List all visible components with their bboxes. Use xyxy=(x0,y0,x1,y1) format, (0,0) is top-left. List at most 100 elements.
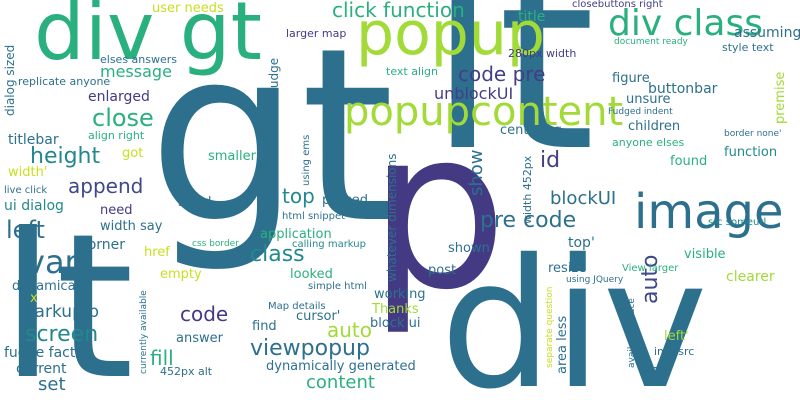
word-screen: screen xyxy=(25,322,99,347)
word-looked: looked xyxy=(290,267,333,282)
word-align-right: align right xyxy=(88,129,145,142)
word-map-details: Map details xyxy=(268,301,326,312)
word-using-ems: using ems xyxy=(301,134,312,186)
word-unblockui: unblockUI xyxy=(434,84,514,103)
word-lt-top: lt xyxy=(428,0,596,206)
word-closebuttons-right: closebuttons right xyxy=(572,0,663,10)
word-dynamically: dynamically xyxy=(12,279,91,294)
word-buttonbar: buttonbar xyxy=(648,81,718,97)
word-whatever-dimensions: whatever dimensions xyxy=(385,153,399,282)
word-document-ready: document ready xyxy=(614,37,688,47)
word-currently-available: currently available xyxy=(139,290,149,374)
word-close: close xyxy=(92,104,154,132)
word-find: find xyxy=(252,319,277,334)
word-cursor: cursor' xyxy=(296,309,341,324)
word-code: code xyxy=(180,302,229,326)
word-280px-width: 280px width xyxy=(508,47,577,60)
word-div-gt: div gt xyxy=(34,0,262,78)
word-view-larger: View larger xyxy=(622,263,679,274)
word-calling-markup: calling markup xyxy=(292,239,366,250)
word-sized: sized xyxy=(178,195,212,210)
word-href: href xyxy=(144,245,170,260)
word-html-snippet: html snippet xyxy=(282,211,346,222)
word-got: got xyxy=(122,146,144,161)
word-img-src: img src xyxy=(654,345,695,358)
word-dynamically-generated: dynamically generated xyxy=(266,359,416,374)
word-available-space: available space xyxy=(627,298,637,368)
word-lt-bottom: lt xyxy=(0,191,134,400)
word-left: left xyxy=(6,216,45,244)
word-visible: visible xyxy=(684,247,726,262)
word-using-jquery: using JQuery xyxy=(566,275,624,285)
word-passed: passed xyxy=(322,193,369,208)
word-elses-answers: elses answers xyxy=(100,53,178,66)
word-enlarged: enlarged xyxy=(88,89,150,105)
word-css: css xyxy=(644,363,667,379)
word-left-quote: left' xyxy=(664,329,689,344)
word-div: div xyxy=(440,221,708,400)
word-image: image xyxy=(634,184,784,240)
word-css-border: css border xyxy=(192,239,239,249)
word-resize: resize xyxy=(548,261,587,276)
word-need: need xyxy=(100,203,133,218)
word-markup-p: markup p xyxy=(18,302,100,322)
word-simple-html: simple html xyxy=(308,281,367,292)
word-fudge-factor: fudge factor xyxy=(4,345,90,361)
word-post: post xyxy=(428,263,457,278)
word-append: append xyxy=(68,174,144,198)
word-pre-code: pre code xyxy=(480,208,577,233)
word-src-someurl: src someurl xyxy=(708,217,767,228)
word-x: x xyxy=(30,291,38,306)
word-width-452px: width 452px xyxy=(521,155,534,224)
word-blockui: blockUI xyxy=(550,188,617,209)
word-auto-green: auto xyxy=(327,318,373,342)
word-popupcontent: popupcontent xyxy=(344,89,624,135)
word-empty: empty xyxy=(160,267,202,282)
word-user-needs: user needs xyxy=(152,1,224,16)
word-452px-alt: 452px alt xyxy=(160,365,213,378)
word-working: working xyxy=(374,287,426,302)
word-width-say: width say xyxy=(100,219,163,234)
word-fill: fill xyxy=(150,346,174,370)
word-live-click: live click xyxy=(4,185,48,196)
word-style-text: style text xyxy=(722,41,774,54)
word-border-none: border none' xyxy=(724,129,782,139)
word-centering: centering xyxy=(500,123,562,138)
word-shown: shown xyxy=(448,241,490,256)
word-premise: premise xyxy=(773,71,788,124)
word-popup: popup xyxy=(356,0,545,69)
word-ui-dialog: ui dialog xyxy=(4,198,64,214)
word-text-align: text align xyxy=(386,65,439,78)
word-click-function: click function xyxy=(332,0,465,22)
word-fudged-indent: Fudged indent xyxy=(608,107,673,117)
word-viewpopup: viewpopup xyxy=(250,336,370,361)
word-corner: corner xyxy=(80,237,126,253)
word-area-less: area less xyxy=(555,315,570,374)
word-width-quote: width' xyxy=(8,165,48,180)
word-larger-map: larger map xyxy=(286,27,347,40)
word-id: id xyxy=(540,148,561,173)
word-gt: gt xyxy=(148,0,395,276)
word-code-pre: code pre xyxy=(458,62,546,86)
word-height: height xyxy=(30,144,101,169)
word-title: title xyxy=(518,9,546,25)
word-message: message xyxy=(100,62,172,81)
word-current: current xyxy=(16,361,67,377)
word-unsure: unsure xyxy=(626,92,671,107)
word-figure: figure xyxy=(612,71,650,86)
word-answer: answer xyxy=(176,331,223,346)
word-application: application xyxy=(260,227,332,242)
word-thanks: Thanks xyxy=(372,302,419,317)
word-top-quote: top' xyxy=(568,235,595,251)
word-children: children xyxy=(628,119,681,134)
word-set: set xyxy=(38,374,66,395)
word-hardcoded-fudge: hardcoded fudge xyxy=(267,57,281,160)
word-p: p xyxy=(368,82,508,338)
word-function: function xyxy=(724,145,778,160)
word-assuming: assuming xyxy=(734,25,800,41)
word-clearer: clearer xyxy=(726,269,775,285)
word-class: class xyxy=(250,242,305,267)
word-dialog-sized: dialog sized xyxy=(3,44,17,116)
word-titlebar: titlebar xyxy=(8,132,59,148)
